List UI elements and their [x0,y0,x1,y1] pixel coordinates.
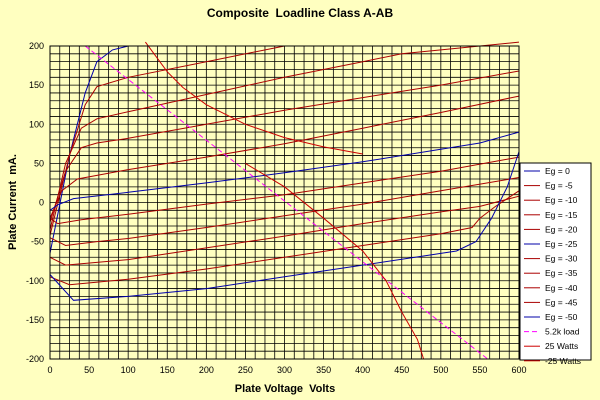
legend-label: Eg = -5 [545,181,573,191]
legend-label: 5.2k load [545,327,580,337]
legend: Eg = 0 Eg = -5 Eg = -10 Eg = -15 Eg = -20 Eg … [519,162,592,366]
y-tick-label: -200 [26,354,44,364]
legend-label: 25 Watts [545,341,578,351]
y-axis-label: Plate Current mA. [7,154,19,250]
x-tick-label: 300 [277,365,292,375]
x-tick-label: 400 [355,365,370,375]
series-line [245,162,425,360]
legend-label: Eg = -10 [545,195,578,205]
y-tick-label: 0 [39,198,44,208]
legend-label: Eg = -30 [545,254,578,264]
x-tick-label: 200 [199,365,214,375]
legend-item: Eg = -10 [524,195,578,205]
x-tick-label: 100 [121,365,136,375]
y-tick-label: -150 [26,315,44,325]
series-line [144,41,363,155]
x-tick-label: 500 [433,365,448,375]
x-tick-label: 0 [47,365,52,375]
legend-item: 25 Watts [524,341,578,351]
legend-item: Eg = -15 [524,210,578,220]
legend-item: -25 Watts [524,356,581,366]
legend-item: Eg = -50 [524,312,578,322]
x-tick-label: 550 [472,365,487,375]
series-line [49,41,520,231]
x-tick-label: 350 [316,365,331,375]
legend-label: Eg = -35 [545,268,578,278]
legend-item: Eg = -25 [524,239,578,249]
y-tick-label: 50 [34,158,44,168]
series-line [49,131,520,211]
legend-item: Eg = 0 [524,166,570,176]
legend-label: Eg = -50 [545,312,578,322]
legend-label: Eg = -20 [545,224,578,234]
legend-item: Eg = -40 [524,283,578,293]
x-tick-label: 50 [84,365,94,375]
series-line [49,177,520,247]
y-tick-label: 100 [29,119,44,129]
legend-item: Eg = -5 [524,181,573,191]
series-line [49,156,520,225]
y-tick-label: -100 [26,276,44,286]
legend-label: Eg = -45 [545,297,578,307]
y-tick-label: -50 [31,237,44,247]
series-line [84,45,489,360]
legend-label: -25 Watts [545,356,581,366]
series-line [49,151,520,301]
legend-item: Eg = -45 [524,297,578,307]
chart-title: Composite Loadline Class A-AB [207,6,394,20]
legend-label: Eg = -15 [545,210,578,220]
series-line [49,195,520,266]
y-tick-label: 200 [29,41,44,51]
legend-label: Eg = 0 [545,166,570,176]
series-line [49,95,520,219]
legend-box [519,162,592,361]
legend-label: Eg = -25 [545,239,578,249]
legend-label: Eg = -40 [545,283,578,293]
series-line [49,190,520,286]
x-axis-label: Plate Voltage Volts [235,383,335,395]
x-tick-label: 150 [160,365,175,375]
y-tick-label: 150 [29,80,44,90]
plot-series [49,41,520,360]
legend-item: 5.2k load [524,327,580,337]
x-tick-label: 250 [238,365,253,375]
plot-frame [49,45,520,360]
legend-item: Eg = -35 [524,268,578,278]
legend-item: Eg = -20 [524,224,578,234]
series-line [49,70,520,223]
x-tick-label: 450 [394,365,409,375]
legend-item: Eg = -30 [524,254,578,264]
plot-grid [49,45,520,360]
x-tick-label: 600 [511,365,526,375]
axis-tick-labels: 0 50 100 150 200 250 300 350 400 450 500 550 600-200… [26,41,527,375]
